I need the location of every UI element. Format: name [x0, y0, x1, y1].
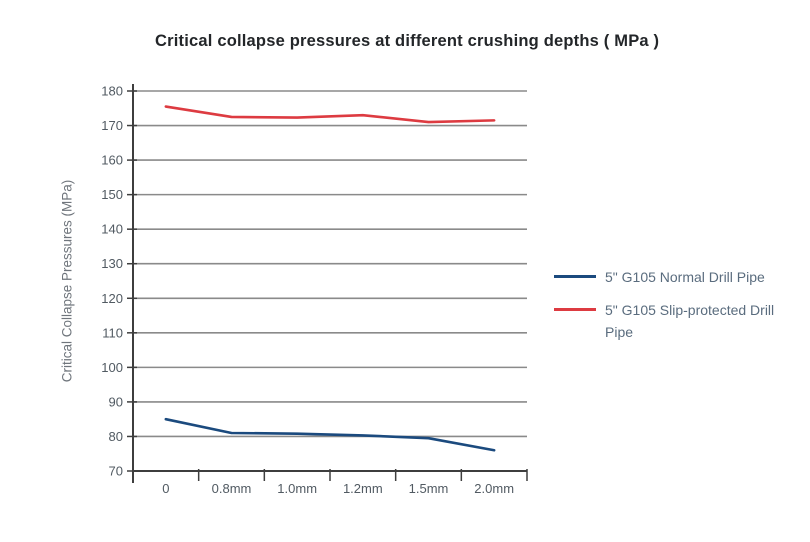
legend-label-normal-pipe: 5" G105 Normal Drill Pipe — [605, 269, 765, 285]
legend-swatch-slip-protected-pipe — [554, 308, 596, 311]
y-tick-label: 70 — [109, 464, 123, 479]
legend-label-slip-protected-pipe: 5" G105 Slip-protected Drill Pipe — [605, 302, 775, 340]
y-tick-label: 170 — [101, 118, 123, 133]
y-tick-label: 160 — [101, 153, 123, 168]
x-tick-label: 0.8mm — [212, 481, 252, 496]
legend-entry-normal-pipe: 5" G105 Normal Drill Pipe — [554, 266, 787, 288]
series-line-1 — [164, 105, 496, 124]
x-tick-label: 0 — [162, 481, 169, 496]
chart-title: Critical collapse pressures at different… — [155, 32, 660, 50]
y-tick-label: 80 — [109, 429, 123, 444]
x-tick-label: 1.5mm — [409, 481, 449, 496]
y-tick-label: 90 — [109, 394, 123, 409]
y-tick-label: 120 — [101, 291, 123, 306]
y-tick-label: 110 — [102, 325, 123, 340]
y-tick-label: 130 — [101, 256, 123, 271]
x-tick-label: 1.2mm — [343, 481, 383, 496]
y-tick-label: 150 — [101, 187, 123, 202]
y-tick-label: 100 — [101, 360, 123, 375]
y-tick-label: 140 — [101, 222, 123, 237]
legend-swatch-normal-pipe — [554, 275, 596, 278]
legend: 5" G105 Normal Drill Pipe 5" G105 Slip-p… — [554, 266, 787, 354]
x-tick-label: 1.0mm — [277, 481, 317, 496]
legend-entry-slip-protected-pipe: 5" G105 Slip-protected Drill Pipe — [554, 299, 787, 343]
y-tick-label: 180 — [101, 84, 123, 99]
series-line-0 — [164, 417, 496, 452]
x-tick-label: 2.0mm — [474, 481, 514, 496]
